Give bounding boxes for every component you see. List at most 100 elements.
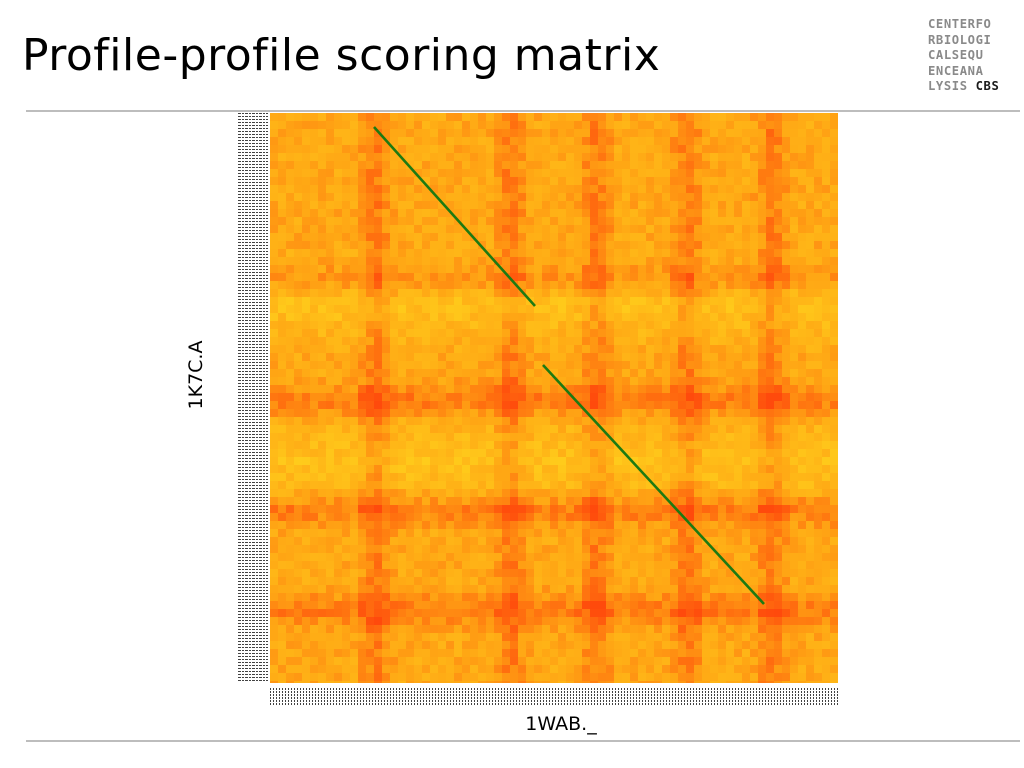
heatmap-cell xyxy=(382,457,390,465)
heatmap-cell xyxy=(326,225,334,233)
heatmap-cell xyxy=(286,617,294,625)
heatmap-cell xyxy=(806,657,814,665)
heatmap-cell xyxy=(702,113,710,121)
heatmap-cell xyxy=(438,473,446,481)
heatmap-cell xyxy=(382,185,390,193)
heatmap-cell xyxy=(718,409,726,417)
heatmap-cell xyxy=(342,377,350,385)
heatmap-cell xyxy=(398,521,406,529)
heatmap-cell xyxy=(766,353,774,361)
heatmap-cell xyxy=(318,481,326,489)
heatmap-cell xyxy=(398,545,406,553)
heatmap-cell xyxy=(590,209,598,217)
heatmap-cell xyxy=(582,529,590,537)
title-divider xyxy=(26,110,1020,112)
heatmap-cell xyxy=(646,185,654,193)
heatmap-cell xyxy=(750,425,758,433)
heatmap-cell xyxy=(358,457,366,465)
heatmap-cell xyxy=(286,593,294,601)
heatmap-cell xyxy=(294,465,302,473)
heatmap-cell xyxy=(702,489,710,497)
heatmap-cell xyxy=(446,281,454,289)
heatmap-cell xyxy=(318,633,326,641)
heatmap-cell xyxy=(502,225,510,233)
heatmap-cell xyxy=(686,401,694,409)
heatmap-cell xyxy=(326,657,334,665)
heatmap-cell xyxy=(278,265,286,273)
heatmap-cell xyxy=(678,593,686,601)
heatmap-cell xyxy=(326,145,334,153)
heatmap-cell xyxy=(542,297,550,305)
heatmap-cell xyxy=(622,513,630,521)
heatmap-cell xyxy=(406,617,414,625)
heatmap-cell xyxy=(750,401,758,409)
heatmap-cell xyxy=(334,545,342,553)
heatmap-cell xyxy=(622,153,630,161)
heatmap-cell xyxy=(686,657,694,665)
heatmap-cell xyxy=(302,537,310,545)
heatmap-cell xyxy=(318,137,326,145)
heatmap-cell xyxy=(646,577,654,585)
heatmap-cell xyxy=(606,137,614,145)
heatmap-cell xyxy=(750,553,758,561)
heatmap-cell xyxy=(710,113,718,121)
heatmap-cell xyxy=(598,377,606,385)
heatmap-cell xyxy=(334,329,342,337)
heatmap-cell xyxy=(318,169,326,177)
heatmap-cell xyxy=(830,649,838,657)
heatmap-cell xyxy=(758,321,766,329)
heatmap-cell xyxy=(614,209,622,217)
heatmap-cell xyxy=(438,153,446,161)
heatmap-cell xyxy=(334,321,342,329)
heatmap-cell xyxy=(758,449,766,457)
heatmap-cell xyxy=(598,489,606,497)
heatmap-cell xyxy=(382,433,390,441)
heatmap-cell xyxy=(326,281,334,289)
heatmap-cell xyxy=(342,537,350,545)
heatmap-cell xyxy=(678,457,686,465)
heatmap-cell xyxy=(766,425,774,433)
heatmap-cell xyxy=(270,153,278,161)
heatmap-cell xyxy=(750,209,758,217)
heatmap-cell xyxy=(438,577,446,585)
heatmap-cell xyxy=(678,657,686,665)
heatmap-cell xyxy=(334,649,342,657)
heatmap-cell xyxy=(310,281,318,289)
heatmap-cell xyxy=(502,185,510,193)
heatmap-cell xyxy=(582,369,590,377)
heatmap-cell xyxy=(750,569,758,577)
heatmap-cell xyxy=(710,449,718,457)
heatmap-cell xyxy=(694,369,702,377)
heatmap-cell xyxy=(606,601,614,609)
heatmap-cell xyxy=(606,657,614,665)
heatmap-cell xyxy=(462,217,470,225)
heatmap-cell xyxy=(350,153,358,161)
heatmap-cell xyxy=(718,289,726,297)
heatmap-cell xyxy=(438,249,446,257)
heatmap-cells xyxy=(270,113,838,683)
heatmap-cell xyxy=(454,161,462,169)
heatmap-cell xyxy=(606,505,614,513)
heatmap-cell xyxy=(582,281,590,289)
heatmap-cell xyxy=(598,257,606,265)
heatmap-cell xyxy=(710,241,718,249)
heatmap-cell xyxy=(646,369,654,377)
heatmap-cell xyxy=(454,297,462,305)
heatmap-cell xyxy=(502,345,510,353)
heatmap-cell xyxy=(782,329,790,337)
heatmap-cell xyxy=(574,489,582,497)
heatmap-cell xyxy=(686,209,694,217)
heatmap-cell xyxy=(830,297,838,305)
heatmap-cell xyxy=(830,593,838,601)
heatmap-cell xyxy=(758,529,766,537)
heatmap-cell xyxy=(734,297,742,305)
heatmap-cell xyxy=(622,617,630,625)
heatmap-cell xyxy=(686,513,694,521)
heatmap-cell xyxy=(638,113,646,121)
heatmap-cell xyxy=(486,449,494,457)
heatmap-cell xyxy=(414,161,422,169)
heatmap-cell xyxy=(294,345,302,353)
heatmap-cell xyxy=(286,257,294,265)
heatmap-cell xyxy=(334,569,342,577)
heatmap-cell xyxy=(382,505,390,513)
